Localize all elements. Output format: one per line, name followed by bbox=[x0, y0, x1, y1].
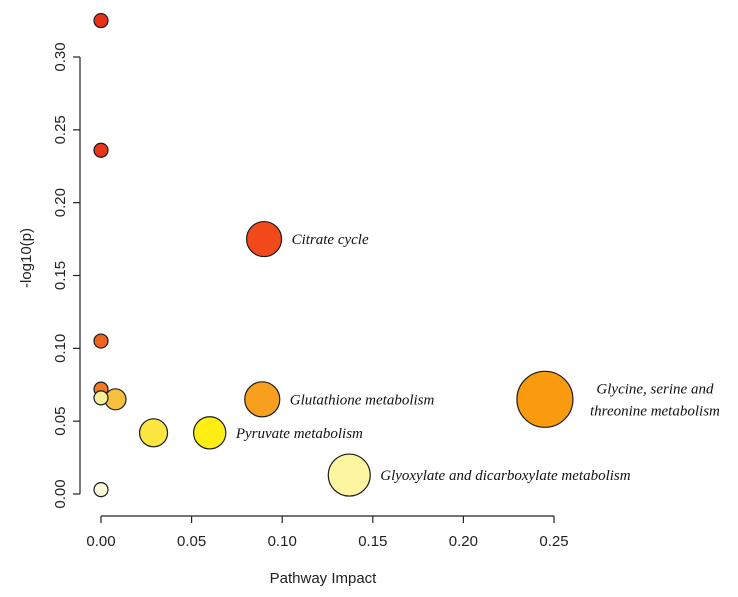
data-point bbox=[516, 370, 574, 428]
y-tick-label: 0.15 bbox=[52, 261, 69, 290]
y-tick-label: 0.00 bbox=[52, 479, 69, 508]
x-tick-label: 0.25 bbox=[539, 533, 568, 550]
point-annotation: Glyoxylate and dicarboxylate metabolism bbox=[380, 468, 631, 484]
data-point bbox=[245, 220, 283, 258]
y-tick-label: 0.25 bbox=[52, 115, 69, 144]
data-point bbox=[93, 12, 109, 29]
point-annotation: Citrate cycle bbox=[292, 232, 369, 248]
y-tick-label: 0.20 bbox=[52, 188, 69, 217]
point-annotation: Pyruvate metabolism bbox=[235, 426, 363, 442]
data-point bbox=[93, 390, 109, 406]
bubble-layer bbox=[93, 12, 574, 498]
point-annotation: Glycine, serine and threonine metabolism bbox=[590, 381, 720, 419]
x-axis-title: Pathway Impact bbox=[270, 570, 378, 587]
x-tick-label: 0.10 bbox=[268, 533, 297, 550]
y-tick-label: 0.05 bbox=[52, 407, 69, 436]
data-point bbox=[138, 418, 169, 448]
x-tick-label: 0.05 bbox=[177, 533, 206, 550]
x-tick-label: 0.15 bbox=[358, 533, 387, 550]
data-point bbox=[93, 333, 109, 349]
point-annotation: Glutathione metabolism bbox=[290, 392, 435, 408]
x-tick-label: 0.00 bbox=[86, 533, 115, 550]
annotation-line: Glycine, serine and bbox=[596, 381, 714, 397]
y-axis-title: -log10(p) bbox=[18, 228, 35, 288]
y-axis: 0.00 0.05 0.10 0.15 0.20 0.25 0.30 bbox=[52, 42, 81, 509]
x-tick-label: 0.20 bbox=[449, 533, 478, 550]
data-point bbox=[93, 142, 109, 158]
data-point bbox=[193, 416, 227, 450]
y-tick-label: 0.10 bbox=[52, 334, 69, 363]
data-point bbox=[244, 381, 281, 418]
x-axis: 0.00 0.05 0.10 0.15 0.20 0.25 bbox=[86, 515, 569, 550]
annotation-line: threonine metabolism bbox=[590, 403, 720, 419]
data-point bbox=[327, 453, 371, 497]
annotation-layer: Citrate cycle Glutathione metabolism Glyci… bbox=[235, 232, 720, 484]
y-tick-label: 0.30 bbox=[52, 42, 69, 71]
data-point bbox=[93, 482, 109, 498]
